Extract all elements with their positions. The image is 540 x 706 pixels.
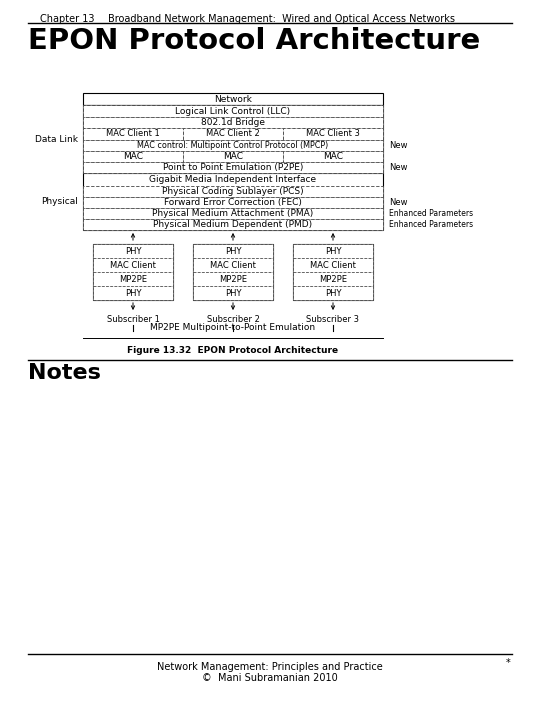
Text: Network Management: Principles and Practice: Network Management: Principles and Pract… (157, 662, 383, 672)
Text: Enhanced Parameters: Enhanced Parameters (389, 220, 473, 229)
Bar (293, 272, 373, 286)
Bar (293, 286, 373, 300)
Text: Notes: Notes (28, 363, 101, 383)
Bar (83, 162, 383, 173)
Text: MP2PE: MP2PE (119, 275, 147, 284)
Text: New: New (389, 198, 408, 207)
Text: MAC: MAC (123, 152, 143, 161)
Text: Logical Link Control (LLC): Logical Link Control (LLC) (176, 107, 291, 116)
Bar (83, 128, 183, 140)
Bar (283, 151, 383, 162)
Text: MAC Client 3: MAC Client 3 (306, 129, 360, 138)
Bar (183, 151, 283, 162)
Bar (93, 244, 173, 300)
Bar (83, 117, 383, 128)
Text: Broadband Network Management:  Wired and Optical Access Networks: Broadband Network Management: Wired and … (108, 14, 455, 24)
Bar (293, 258, 373, 272)
Text: MP2PE Multipoint-to-Point Emulation: MP2PE Multipoint-to-Point Emulation (151, 323, 315, 333)
Text: PHY: PHY (125, 289, 141, 297)
Bar (83, 140, 383, 151)
Text: Physical: Physical (41, 197, 78, 206)
Text: New: New (389, 141, 408, 150)
Text: Physical Coding Sublayer (PCS): Physical Coding Sublayer (PCS) (162, 187, 304, 196)
Text: New: New (389, 163, 408, 172)
Text: MAC: MAC (223, 152, 243, 161)
Text: Physical Medium Dependent (PMD): Physical Medium Dependent (PMD) (153, 220, 313, 229)
Text: MAC Client: MAC Client (210, 261, 256, 270)
Bar (283, 128, 383, 140)
Bar (83, 208, 383, 219)
Text: Enhanced Parameters: Enhanced Parameters (389, 209, 473, 218)
Text: Network: Network (214, 95, 252, 104)
Bar (93, 272, 173, 286)
Text: PHY: PHY (125, 246, 141, 256)
Bar (83, 105, 383, 173)
Text: EPON Protocol Architecture: EPON Protocol Architecture (28, 27, 480, 55)
Text: MP2PE: MP2PE (219, 275, 247, 284)
Bar (83, 219, 383, 230)
Bar (83, 197, 383, 208)
Text: Point to Point Emulation (P2PE): Point to Point Emulation (P2PE) (163, 163, 303, 172)
Text: PHY: PHY (325, 246, 341, 256)
Bar (193, 286, 273, 300)
Text: Chapter 13: Chapter 13 (40, 14, 94, 24)
Text: Subscriber 1: Subscriber 1 (106, 315, 159, 324)
Bar (83, 186, 383, 197)
Bar (83, 151, 183, 162)
Text: MAC Client 1: MAC Client 1 (106, 129, 160, 138)
Bar (293, 244, 373, 258)
Text: ©  Mani Subramanian 2010: © Mani Subramanian 2010 (202, 673, 338, 683)
Bar (83, 173, 383, 230)
Text: PHY: PHY (325, 289, 341, 297)
Text: 802.1d Bridge: 802.1d Bridge (201, 118, 265, 127)
Bar (93, 244, 173, 258)
Text: Data Link: Data Link (35, 135, 78, 143)
Text: Physical Medium Attachment (PMA): Physical Medium Attachment (PMA) (152, 209, 314, 218)
Text: Figure 13.32  EPON Protocol Architecture: Figure 13.32 EPON Protocol Architecture (127, 346, 339, 355)
Text: Forward Error Correction (FEC): Forward Error Correction (FEC) (164, 198, 302, 207)
Bar (193, 244, 273, 300)
Bar (93, 258, 173, 272)
Bar (293, 244, 373, 300)
Bar (193, 258, 273, 272)
Bar (83, 93, 383, 105)
Text: PHY: PHY (225, 289, 241, 297)
Text: MAC control: Multipoint Control Protocol (MPCP): MAC control: Multipoint Control Protocol… (137, 141, 329, 150)
Text: Gigabit Media Independent Interface: Gigabit Media Independent Interface (150, 175, 316, 184)
Text: PHY: PHY (225, 246, 241, 256)
Bar (193, 272, 273, 286)
Text: MAC Client 2: MAC Client 2 (206, 129, 260, 138)
Text: MAC Client: MAC Client (310, 261, 356, 270)
Text: MAC Client: MAC Client (110, 261, 156, 270)
Text: MP2PE: MP2PE (319, 275, 347, 284)
Text: MAC: MAC (323, 152, 343, 161)
Bar (83, 105, 383, 117)
Bar (193, 244, 273, 258)
Text: Subscriber 3: Subscriber 3 (307, 315, 360, 324)
Text: *: * (505, 658, 510, 668)
Bar (93, 286, 173, 300)
Text: Subscriber 2: Subscriber 2 (207, 315, 259, 324)
Bar (183, 128, 283, 140)
